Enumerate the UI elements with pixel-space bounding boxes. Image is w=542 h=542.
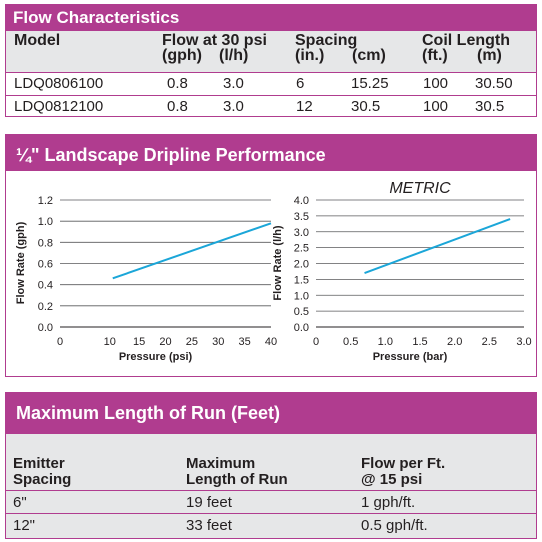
metric-y-tick-label: 0.0 bbox=[294, 322, 309, 334]
flow-characteristics-title: Flow Characteristics bbox=[13, 8, 180, 27]
us-x-tick-label: 30 bbox=[212, 336, 224, 348]
row-m: 30.5 bbox=[475, 98, 505, 115]
row-spacing: 12" bbox=[13, 517, 36, 534]
col-coil: Coil Length bbox=[422, 32, 510, 49]
row-model: LDQ0812100 bbox=[14, 98, 104, 115]
metric-x-tick-label: 0 bbox=[313, 336, 319, 348]
row-model: LDQ0806100 bbox=[14, 75, 104, 92]
row-gph: 0.8 bbox=[167, 75, 188, 92]
performance-title: ¼" Landscape Dripline Performance bbox=[16, 145, 326, 165]
us-x-tick-label: 40 bbox=[265, 336, 277, 348]
row-m: 30.50 bbox=[475, 75, 513, 92]
row-cm: 30.5 bbox=[351, 98, 381, 115]
col-flow-lh: (l/h) bbox=[219, 47, 249, 64]
col-coil-m: (m) bbox=[477, 47, 502, 64]
col-flow: Flow at 30 psi bbox=[162, 32, 267, 49]
col-maximum: Maximum bbox=[186, 455, 256, 472]
metric-y-tick-label: 3.0 bbox=[294, 227, 309, 239]
metric-x-tick-label: 3.0 bbox=[516, 336, 531, 348]
us-y-tick-label: 1.0 bbox=[38, 216, 53, 228]
col-flow-per-ft: Flow per Ft. bbox=[361, 455, 446, 472]
metric-x-tick-label: 2.0 bbox=[447, 336, 462, 348]
us-x-tick-label: 35 bbox=[239, 336, 251, 348]
metric-y-tick-label: 2.0 bbox=[294, 259, 309, 271]
row-lh: 3.0 bbox=[223, 98, 244, 115]
max-run-title: Maximum Length of Run (Feet) bbox=[16, 403, 280, 423]
row-ft: 100 bbox=[423, 98, 449, 115]
table-row: 12" 33 feet 0.5 gph/ft. bbox=[6, 513, 536, 538]
metric-y-tick-label: 3.5 bbox=[294, 211, 309, 223]
performance-panel: ¼" Landscape Dripline Performance 0.0 0.2… bbox=[5, 134, 537, 377]
row-gph: 0.8 bbox=[167, 98, 188, 115]
metric-y-tick-label: 4.0 bbox=[294, 195, 309, 207]
metric-x-axis-label: Pressure (bar) bbox=[373, 351, 448, 363]
performance-header: ¼" Landscape Dripline Performance bbox=[6, 135, 536, 171]
table-row: LDQ0812100 0.8 3.0 12 30.5 100 30.5 bbox=[6, 95, 536, 118]
us-x-tick-label: 10 bbox=[104, 336, 116, 348]
metric-y-tick-label: 0.5 bbox=[294, 306, 309, 318]
max-run-panel: Maximum Length of Run (Feet) Emitter Spa… bbox=[5, 392, 537, 539]
metric-y-axis-label: Flow Rate (l/h) bbox=[272, 225, 284, 301]
row-lh: 3.0 bbox=[223, 75, 244, 92]
col-spacing-cm: (cm) bbox=[352, 47, 386, 64]
metric-series-line bbox=[364, 218, 511, 274]
col-length-of-run: Length of Run bbox=[186, 471, 288, 488]
max-run-body: Emitter Spacing Maximum Length of Run Fl… bbox=[6, 434, 536, 538]
us-y-tick-label: 0.8 bbox=[38, 237, 53, 249]
row-length: 33 feet bbox=[186, 517, 232, 534]
col-spacing: Spacing bbox=[295, 32, 358, 49]
row-in: 12 bbox=[296, 98, 313, 115]
flow-table-header: Model Flow at 30 psi (gph) (l/h) Spacing… bbox=[6, 31, 536, 72]
row-flow: 0.5 gph/ft. bbox=[361, 517, 428, 534]
row-flow: 1 gph/ft. bbox=[361, 494, 416, 511]
row-ft: 100 bbox=[423, 75, 449, 92]
us-y-axis-label: Flow Rate (gph) bbox=[15, 221, 27, 304]
metric-chart-title: METRIC bbox=[389, 180, 451, 197]
us-x-tick-label: 0 bbox=[57, 336, 63, 348]
row-cm: 15.25 bbox=[351, 75, 389, 92]
metric-x-tick-label: 1.0 bbox=[378, 336, 393, 348]
table-row: LDQ0806100 0.8 3.0 6 15.25 100 30.50 bbox=[6, 72, 536, 95]
metric-x-tick-label: 0.5 bbox=[343, 336, 358, 348]
metric-y-tick-label: 2.5 bbox=[294, 243, 309, 255]
row-length: 19 feet bbox=[186, 494, 232, 511]
row-spacing: 6" bbox=[13, 494, 27, 511]
flow-characteristics-header: Flow Characteristics bbox=[6, 5, 536, 31]
metric-y-tick-label: 1.5 bbox=[294, 274, 309, 286]
col-spacing-in: (in.) bbox=[295, 47, 325, 64]
performance-charts: 0.0 0.2 0.4 0.6 0.8 1.0 1.2 0 10 15 20 25 30 35 40 Pres… bbox=[15, 180, 532, 363]
col-model: Model bbox=[14, 32, 61, 49]
metric-y-tick-label: 1.0 bbox=[294, 290, 309, 302]
us-y-tick-label: 0.6 bbox=[38, 259, 53, 271]
us-x-tick-label: 15 bbox=[133, 336, 145, 348]
metric-x-tick-label: 2.5 bbox=[482, 336, 497, 348]
us-x-axis-label: Pressure (psi) bbox=[119, 351, 193, 363]
us-y-tick-label: 0.0 bbox=[38, 322, 53, 334]
table-row: 6" 19 feet 1 gph/ft. bbox=[6, 490, 536, 514]
us-y-tick-label: 1.2 bbox=[38, 195, 53, 207]
us-x-tick-label: 25 bbox=[186, 336, 198, 348]
us-y-tick-label: 0.2 bbox=[38, 301, 53, 313]
row-in: 6 bbox=[296, 75, 305, 92]
us-y-tick-label: 0.4 bbox=[38, 280, 53, 292]
col-flow-gph: (gph) bbox=[162, 47, 202, 64]
flow-characteristics-panel: Flow Characteristics Model Flow at 30 ps… bbox=[5, 4, 537, 117]
col-spacing: Spacing bbox=[13, 471, 72, 488]
col-at-15-psi: @ 15 psi bbox=[361, 471, 423, 488]
us-series-line bbox=[112, 222, 272, 280]
max-run-header: Maximum Length of Run (Feet) bbox=[6, 393, 536, 434]
metric-x-tick-label: 1.5 bbox=[412, 336, 427, 348]
col-emitter: Emitter bbox=[13, 455, 65, 472]
col-coil-ft: (ft.) bbox=[422, 47, 448, 64]
us-x-tick-label: 20 bbox=[159, 336, 171, 348]
